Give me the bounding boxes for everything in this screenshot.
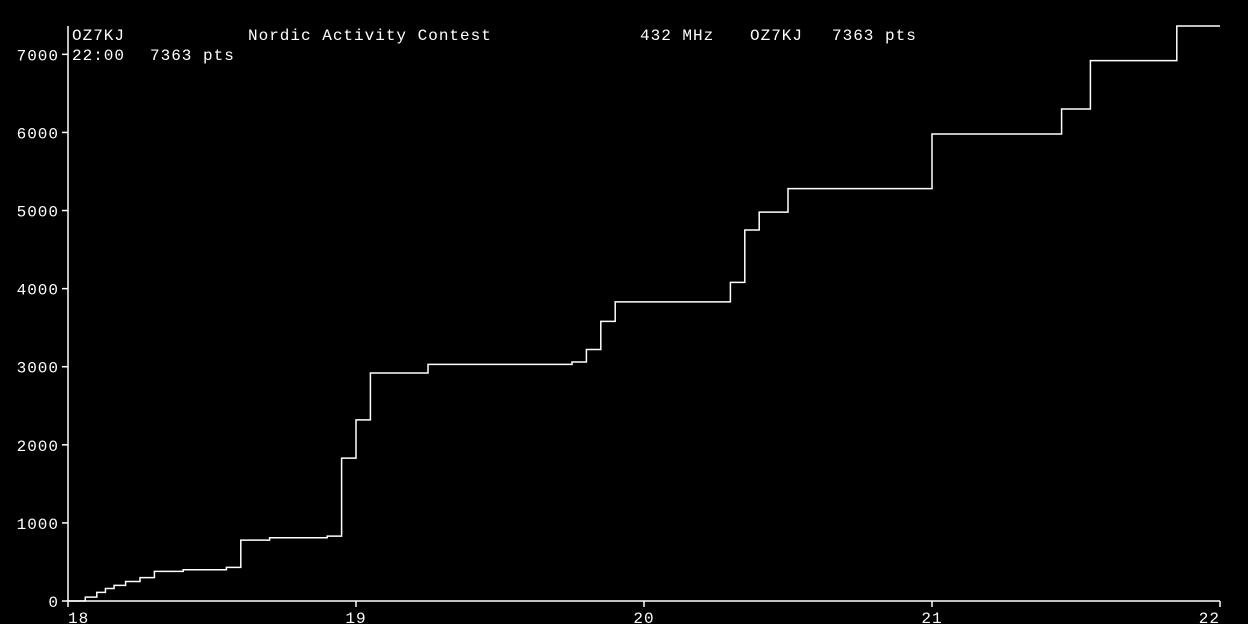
x-tick-label: 20	[633, 610, 654, 624]
y-tick-label: 5000	[17, 204, 59, 222]
y-tick-label: 2000	[17, 438, 59, 456]
y-tick-label: 1000	[17, 516, 59, 534]
header-contest-name: Nordic Activity Contest	[248, 27, 492, 45]
y-tick-label: 7000	[17, 47, 59, 65]
step-line	[68, 26, 1220, 601]
y-tick-label: 4000	[17, 282, 59, 300]
header-callsign2: OZ7KJ	[750, 27, 803, 45]
x-tick-label: 18	[68, 610, 89, 624]
header-band: 432 MHz	[640, 27, 714, 45]
header-callsign: OZ7KJ	[72, 27, 125, 45]
x-tick-label: 22	[1199, 610, 1220, 624]
header-time: 22:00	[72, 47, 125, 65]
y-tick-label: 6000	[17, 125, 59, 143]
x-tick-label: 19	[345, 610, 366, 624]
x-tick-label: 21	[921, 610, 942, 624]
points-chart: 0 1000 2000 3000 4000 5000 6000 7000 18 19 20 21 22 O…	[0, 0, 1248, 624]
header-time-points: 7363 pts	[150, 47, 235, 65]
y-tick-label: 3000	[17, 360, 59, 378]
header-points: 7363 pts	[832, 27, 917, 45]
y-tick-label: 0	[48, 594, 59, 612]
